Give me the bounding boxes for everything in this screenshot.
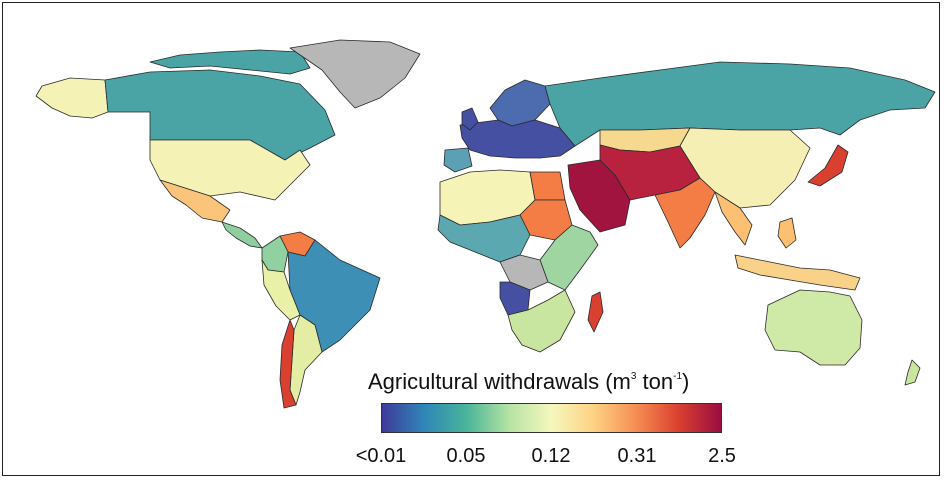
legend-title: Agricultural withdrawals (m3 ton-1)	[368, 369, 690, 394]
region-iberia	[443, 147, 473, 173]
legend-tick-label: <0.01	[355, 445, 407, 467]
region-scandinavia	[489, 79, 551, 127]
region-japan	[807, 144, 849, 187]
region-new-zealand	[904, 359, 921, 386]
region-egypt	[529, 171, 566, 201]
region-russia	[544, 61, 936, 147]
legend-tick-label: 0.05	[446, 445, 486, 467]
region-southeast-asia	[714, 191, 753, 246]
region-central-america	[221, 221, 263, 249]
region-africa-south	[507, 289, 576, 353]
region-canada	[104, 69, 336, 161]
region-chile	[279, 319, 297, 409]
region-philippines	[777, 217, 797, 249]
region-australia	[764, 289, 863, 366]
region-alaska	[35, 77, 109, 119]
legend-tick-label: 0.12	[531, 445, 571, 467]
region-canada-islands	[149, 49, 311, 75]
region-indonesia	[734, 254, 861, 291]
region-europe	[459, 119, 576, 159]
legend-tick-label: 0.31	[617, 445, 657, 467]
region-madagascar	[587, 291, 604, 333]
region-greenland	[289, 39, 421, 109]
legend-colorbar	[381, 403, 722, 433]
region-uk	[461, 107, 479, 131]
region-india	[654, 177, 716, 249]
legend-tick-label: 2.5	[708, 445, 736, 467]
